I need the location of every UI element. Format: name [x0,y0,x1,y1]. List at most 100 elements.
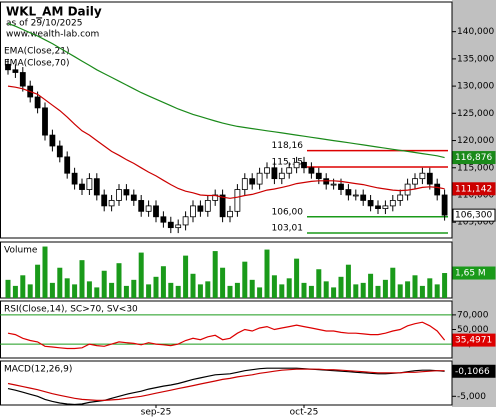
y-tick-label: 140,000 [457,27,494,37]
last-value-box [452,182,496,196]
candle-body [12,69,19,73]
volume-bar [405,281,411,298]
last-value-box [452,266,496,280]
candle-body [219,194,226,218]
volume-bar [308,285,314,298]
volume-bar [175,285,181,298]
volume-bar [316,269,322,298]
candle-body [419,172,426,180]
volume-bar [205,281,211,298]
volume-bar [123,285,129,298]
legend-label: EMA(Close,21) [4,47,69,57]
indicator-line [7,367,445,406]
candle-body [123,189,130,196]
last-value-label: 116,876 [455,153,492,163]
candle-body [34,96,41,109]
volume-bar [279,284,285,298]
candle-body [308,167,315,174]
candle-body [434,183,441,196]
candle-body [330,183,337,186]
volume-bar [79,260,85,298]
volume-bar [345,264,351,298]
candle-body [375,205,381,210]
candle-body [19,72,26,87]
x-tick-label: sep-25 [141,408,172,418]
source: www.wealth-lab.com [6,30,99,40]
y-tick-label: 50,000 [457,325,489,335]
last-value-label: -0,1066 [455,367,490,377]
volume-bar [183,255,189,298]
candle-body [197,205,204,212]
volume-bar [353,284,359,298]
candle-body [397,194,404,201]
volume-bar [360,282,366,298]
candle-body [153,205,159,218]
candle-body [86,178,93,190]
y-tick-label: 115,000 [457,163,494,173]
volume-bar [146,284,152,298]
volume-bar [197,284,203,298]
candle-body [138,200,145,212]
candle-body [389,200,396,207]
candle-body [56,145,63,158]
y-tick-label: 125,000 [457,109,494,119]
candle-body [293,161,300,169]
last-value-box [452,208,496,222]
volume-bar [338,276,344,298]
as-of-date: as of 29/10/2025 [6,19,82,29]
x-tick-label: oct-25 [290,408,319,418]
level-label: 106,00 [272,207,304,217]
candle-body [182,216,189,226]
last-value-box [452,364,496,378]
candle-body [108,200,115,207]
volume-bar [249,279,255,298]
indicator-line [7,321,446,350]
volume-bar [20,275,26,298]
volume-bar [160,266,166,298]
y-tick-label: 70,000 [457,310,489,320]
legend-label: Volume [4,246,38,256]
candle-body [338,183,344,190]
volume-bar [368,273,374,298]
candle-body [145,205,152,212]
volume-bar [412,275,418,298]
volume-bar [138,252,144,298]
candle-body [5,63,11,71]
legend-label: EMA(Close,70) [4,59,69,69]
volume-bar [42,246,48,298]
volume-bar [57,267,63,298]
volume-bar [101,270,107,298]
volume-bar [264,249,270,298]
volume-bar [375,285,381,298]
volume-bar [35,264,41,298]
volume-bar [72,284,78,298]
volume-bar [427,278,433,298]
volume-bar [294,258,300,298]
level-label: 115,15 [272,157,304,167]
candle-body [175,224,182,229]
last-value-label: 35,4971 [455,336,492,346]
candle-body [382,205,389,210]
volume-bar [12,285,18,298]
candle-body [64,156,71,174]
candle-body [264,167,270,174]
candle-body [79,183,85,190]
candle-body [227,210,233,218]
last-value-label: 111,142 [455,184,492,194]
last-value-label: 1,65 M [455,269,486,279]
candle-body [256,172,263,185]
volume-bar [271,275,277,298]
y-tick-label: 120,000 [457,136,494,146]
volume-bar [301,282,307,298]
panel-frame [0,360,453,406]
volume-bar [390,267,396,298]
volume-bar [382,279,388,298]
volume-bar [397,284,403,298]
candle-body [271,167,278,180]
candle-body [160,216,167,223]
volume-bar [242,261,248,298]
candle-body [71,172,78,185]
last-value-box [452,151,496,165]
candle-body [241,178,248,190]
